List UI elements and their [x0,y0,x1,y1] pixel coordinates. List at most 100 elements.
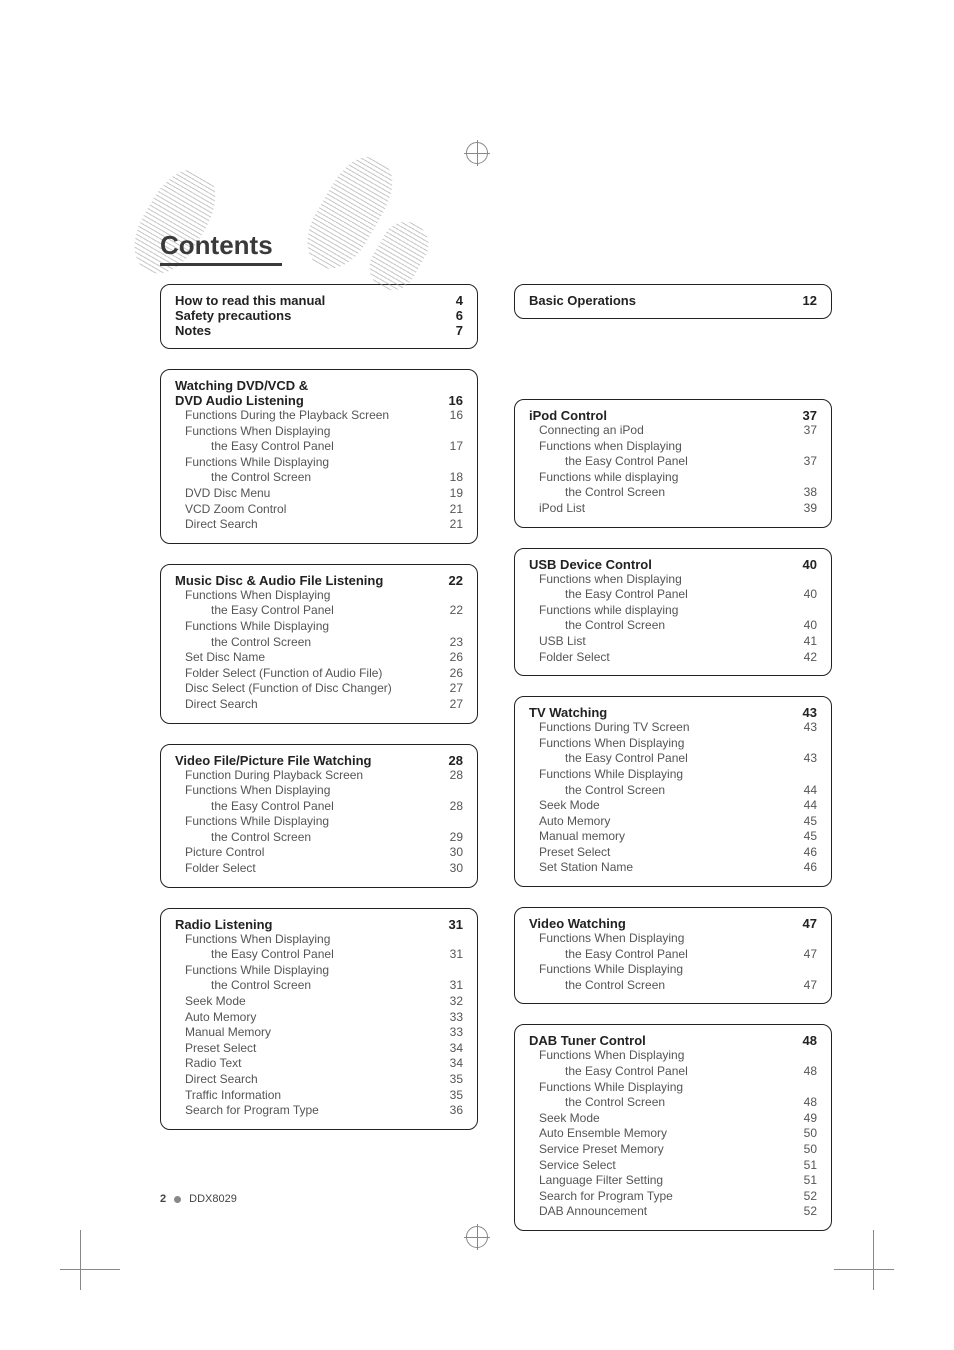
toc-entry-page: 29 [441,830,463,844]
toc-entry-label: Disc Select (Function of Disc Changer) [175,681,392,697]
toc-section-title: iPod Control37 [529,408,817,423]
toc-item: Manual memory45 [529,829,817,845]
toc-entry-page: 40 [795,587,817,601]
toc-item: Folder Select (Function of Audio File)26 [175,666,463,682]
toc-entry-label: iPod Control [529,408,607,423]
toc-entry-label: Direct Search [175,517,258,533]
toc-entry-page: 33 [441,1010,463,1024]
toc-item: the Control Screen48 [529,1095,817,1111]
toc-item: the Easy Control Panel28 [175,799,463,815]
toc-entry-label: the Easy Control Panel [175,439,334,455]
toc-entry-label: Functions while displaying [529,470,678,486]
toc-item: Set Station Name46 [529,860,817,876]
toc-item: Auto Memory 33 [175,1010,463,1026]
toc-entry-page: 28 [441,768,463,782]
toc-entry-label: Radio Listening [175,917,273,932]
toc-entry-label: the Easy Control Panel [175,947,334,963]
toc-item: the Easy Control Panel 48 [529,1064,817,1080]
toc-item: Direct Search27 [175,697,463,713]
toc-entry-page: 19 [441,486,463,500]
toc-entry-label: iPod List [529,501,585,517]
toc-entry-label: the Easy Control Panel [529,1064,688,1080]
toc-item: Functions While Displaying [175,963,463,979]
toc-entry-page: 48 [795,1033,817,1048]
toc-entry-page: 50 [795,1126,817,1140]
toc-entry-label: the Control Screen [529,783,665,799]
toc-entry-label: Functions While Displaying [175,619,329,635]
toc-entry-label: DVD Audio Listening [175,393,304,408]
toc-section-box: DAB Tuner Control 48 Functions When Displa… [514,1024,832,1231]
toc-item: Preset Select34 [175,1041,463,1057]
toc-item: Radio Text34 [175,1056,463,1072]
crop-mark-icon [60,1220,130,1290]
toc-item: Auto Ensemble Memory50 [529,1126,817,1142]
toc-entry-label: Notes [175,323,211,338]
toc-entry-page: 35 [441,1088,463,1102]
toc-entry-page: 36 [441,1103,463,1117]
toc-entry-page: 30 [441,861,463,875]
toc-entry-page: 48 [795,1064,817,1078]
toc-entry-label: Auto Memory [529,814,610,830]
toc-section-box: USB Device Control40Functions when Displ… [514,548,832,677]
toc-entry-page: 28 [441,799,463,813]
toc-item: the Easy Control Panel40 [529,587,817,603]
toc-entry-page: 21 [441,517,463,531]
toc-section-title: DAB Tuner Control 48 [529,1033,817,1048]
toc-entry-page: 6 [441,308,463,323]
toc-entry-label: Video Watching [529,916,626,931]
toc-entry-page: 12 [795,293,817,308]
toc-entry-page: 41 [795,634,817,648]
toc-entry-page: 21 [441,502,463,516]
toc-entry-label: the Control Screen [175,830,311,846]
toc-entry-page: 45 [795,829,817,843]
toc-entry-label: TV Watching [529,705,607,720]
toc-entry-label: Folder Select [175,861,256,877]
toc-entry-page: 40 [795,557,817,572]
toc-entry-page: 27 [441,697,463,711]
toc-entry-page: 31 [441,947,463,961]
toc-entry-page: 47 [795,947,817,961]
toc-entry-label: Traffic Information [175,1088,281,1104]
toc-entry-label: Functions When Displaying [529,1048,684,1064]
toc-entry-page: 43 [795,751,817,765]
toc-entry-label: the Control Screen [175,470,311,486]
toc-item: Functions when Displaying [529,439,817,455]
toc-entry-label: Functions During the Playback Screen [175,408,389,424]
toc-entry-page: 49 [795,1111,817,1125]
toc-entry-label: Functions While Displaying [529,767,683,783]
toc-entry-label: DAB Tuner Control [529,1033,646,1048]
toc-entry-label: Functions When Displaying [175,424,330,440]
toc-item: the Control Screen23 [175,635,463,651]
toc-entry-page: 22 [441,603,463,617]
toc-entry-label: Functions When Displaying [175,588,330,604]
footer-model: DDX8029 [189,1193,237,1205]
toc-item: Service Preset Memory50 [529,1142,817,1158]
toc-entry-label: Set Station Name [529,860,633,876]
toc-entry-page: 16 [441,393,463,408]
toc-item: Functions When Displaying [175,424,463,440]
toc-entry-label: Basic Operations [529,293,636,308]
toc-entry-page: 42 [795,650,817,664]
toc-entry-page: 18 [441,470,463,484]
toc-item: the Control Screen38 [529,485,817,501]
toc-entry-label: Folder Select [529,650,610,666]
toc-entry-page: 17 [441,439,463,453]
toc-item: Functions while displaying [529,470,817,486]
toc-entry-label: Functions While Displaying [175,814,329,830]
toc-entry-page: 28 [441,753,463,768]
page-title: Contents [160,230,282,261]
page-container: Contents How to read this manual4Safety … [0,0,954,1350]
toc-entry-label: Direct Search [175,1072,258,1088]
toc-entry-label: Auto Memory [175,1010,256,1026]
toc-item: Folder Select 30 [175,861,463,877]
toc-item: Functions When Displaying [529,931,817,947]
toc-entry-label: the Control Screen [175,635,311,651]
registration-mark-icon [464,140,490,166]
toc-item: Language Filter Setting51 [529,1173,817,1189]
footer: 2 DDX8029 [160,1193,237,1205]
toc-section-box: Watching DVD/VCD &DVD Audio Listening16F… [160,369,478,544]
toc-item: Functions During the Playback Screen16 [175,408,463,424]
toc-item: Functions While Displaying [529,1080,817,1096]
toc-entry-label: Set Disc Name [175,650,265,666]
toc-item: Auto Memory45 [529,814,817,830]
